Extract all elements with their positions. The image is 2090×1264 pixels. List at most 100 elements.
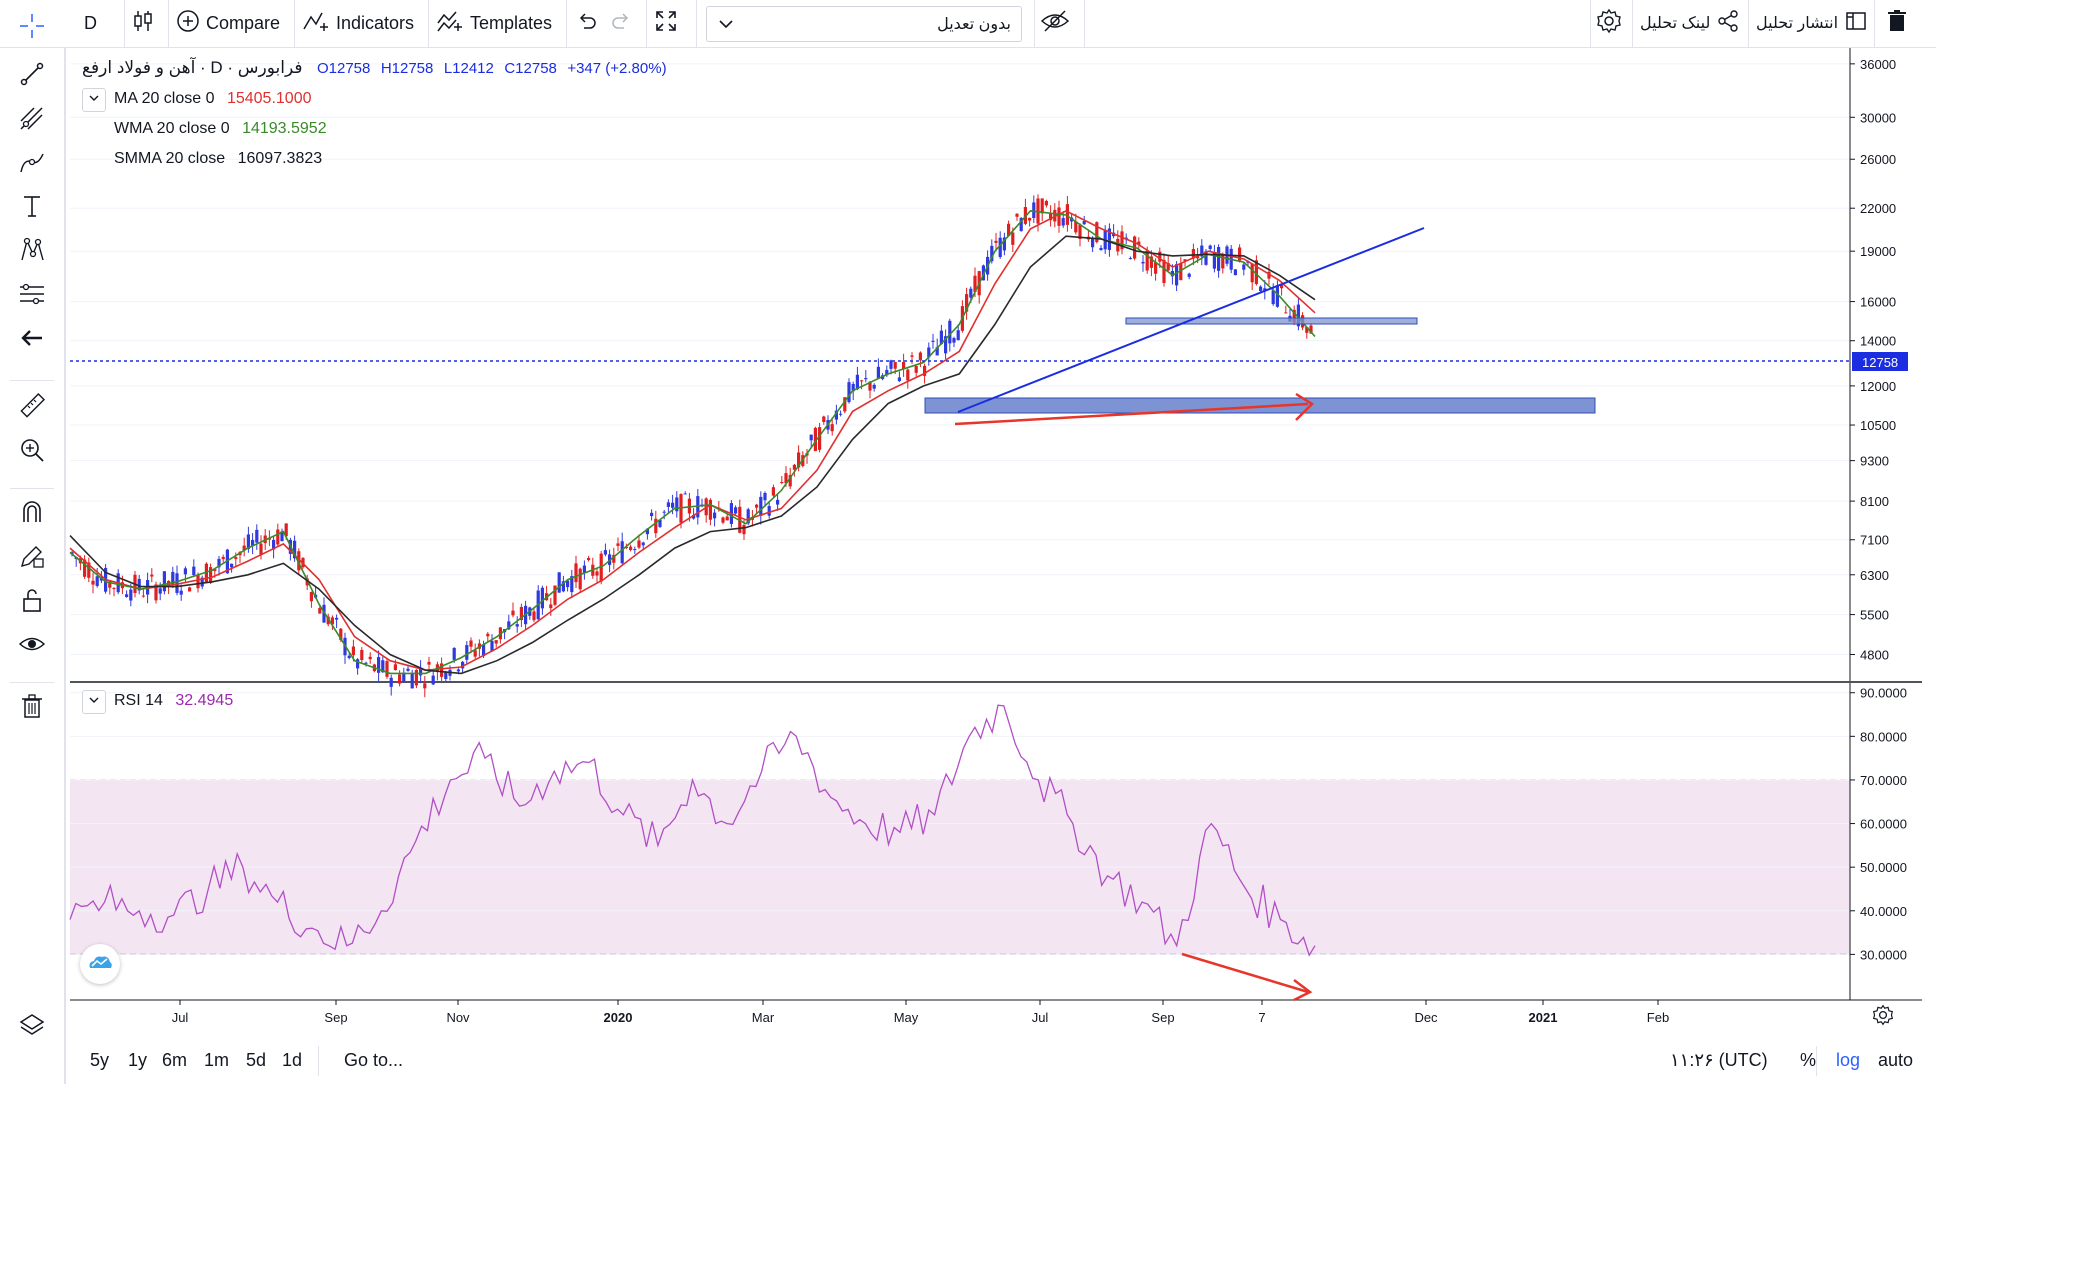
rsi-axis[interactable]: 90.0000 80.0000 70.0000 60.0000 50.0000 40.00…	[1850, 686, 1907, 963]
candle-body	[654, 518, 658, 534]
range-1d[interactable]: 1d	[282, 1050, 303, 1070]
rsi-tick-label: 80.0000	[1860, 729, 1907, 744]
chart-settings-button[interactable]	[1872, 1004, 1894, 1031]
candle-body	[868, 381, 872, 391]
adjustment-select[interactable]: بدون تعدیل	[706, 6, 1022, 42]
candle-body	[246, 534, 250, 550]
range-1y[interactable]: 1y	[128, 1050, 148, 1070]
candle-body	[486, 633, 490, 637]
brush-tool[interactable]	[18, 150, 46, 178]
candle-body	[137, 578, 141, 591]
time-tick-label: Jul	[172, 1010, 189, 1025]
candle-body	[1019, 217, 1023, 232]
price-tick-label: 8100	[1860, 494, 1889, 509]
price-tick-label: 6300	[1860, 568, 1889, 583]
candle-body	[923, 365, 927, 376]
candle-body	[1078, 224, 1082, 239]
settings-button[interactable]	[1596, 6, 1622, 40]
candle-body	[482, 644, 486, 657]
ma-legend[interactable]: MA 20 close 0 15405.1000	[114, 90, 311, 108]
undo-button[interactable]	[576, 6, 598, 40]
rsi-value: 32.4945	[175, 692, 234, 709]
lock-tool[interactable]	[18, 588, 46, 616]
delete-button[interactable]	[1886, 6, 1908, 40]
interval-button[interactable]: D	[84, 6, 97, 40]
pattern-tool[interactable]	[18, 237, 46, 266]
candle-body	[1074, 221, 1078, 233]
candle-body	[465, 645, 469, 660]
candle-body	[209, 567, 213, 584]
symbol-name[interactable]: آهن و فولاد ارفع · D · فرابورس	[82, 58, 303, 77]
candle-body	[692, 515, 696, 519]
candle-body	[587, 557, 591, 561]
auto-toggle[interactable]: auto	[1878, 1050, 1914, 1070]
hide-drawings-button[interactable]	[1040, 6, 1070, 40]
compare-button[interactable]: Compare	[176, 6, 280, 40]
candle-body	[1233, 269, 1237, 276]
candle-body	[360, 649, 364, 661]
trend-line-tool[interactable]	[18, 62, 46, 90]
range-1m[interactable]: 1m	[204, 1050, 230, 1070]
brand-logo[interactable]	[80, 944, 120, 984]
candle-body	[389, 677, 393, 687]
rsi-legend[interactable]: RSI 14 32.4945	[114, 692, 233, 710]
candle-body	[1044, 200, 1048, 206]
smma-legend[interactable]: SMMA 20 close 16097.3823	[114, 150, 322, 168]
price-axis[interactable]: 36000 30000 26000 22000 19000 16000 14000 12000…	[1850, 57, 1896, 663]
timezone-clock[interactable]: ۱۱:۲۶ (UTC)	[1670, 1050, 1768, 1070]
object-tree-tool[interactable]	[18, 1012, 46, 1045]
range-5d[interactable]: 5d	[246, 1050, 267, 1070]
fullscreen-button[interactable]	[654, 6, 678, 40]
time-axis[interactable]: Jul Sep Nov 2020 Mar May Jul Sep 7 Dec 2021 Feb	[172, 1000, 1670, 1025]
candle-body	[444, 671, 448, 679]
share-link-button[interactable]: لینک تحلیل	[1640, 6, 1740, 40]
price-divergence-arrow[interactable]	[954, 402, 1309, 426]
back-tool[interactable]	[18, 326, 46, 354]
visibility-tool[interactable]	[18, 632, 46, 660]
templates-button[interactable]: Templates	[436, 6, 552, 40]
candle-body	[1015, 213, 1019, 217]
stay-drawing-tool[interactable]	[18, 544, 46, 572]
remove-drawings-tool[interactable]	[18, 693, 46, 722]
candle-body	[1141, 261, 1145, 264]
chart-style-button[interactable]	[132, 6, 154, 40]
range-5y[interactable]: 5y	[90, 1050, 110, 1070]
candle-body	[230, 563, 234, 568]
candle-body	[1212, 252, 1216, 269]
candle-body	[616, 543, 620, 546]
candle-body	[461, 661, 465, 669]
rsi-divergence-arrow[interactable]	[1181, 952, 1309, 994]
goto-button[interactable]: Go to...	[344, 1050, 404, 1070]
fib-tool[interactable]	[18, 106, 46, 134]
legend-collapse-button[interactable]	[82, 88, 106, 112]
percent-toggle[interactable]: %	[1800, 1050, 1817, 1070]
candle-body	[889, 360, 893, 369]
zoom-tool[interactable]	[18, 438, 46, 466]
candle-body	[897, 377, 901, 382]
redo-button[interactable]	[610, 6, 632, 40]
resistance-zone-rect[interactable]	[1125, 317, 1418, 325]
trend-line[interactable]	[957, 227, 1425, 413]
candle-body	[876, 366, 880, 379]
candle-body	[251, 539, 255, 546]
publish-button[interactable]: انتشار تحلیل	[1756, 6, 1868, 40]
log-toggle[interactable]: log	[1836, 1050, 1861, 1070]
candle-body	[326, 616, 330, 625]
gear-icon	[1596, 8, 1622, 39]
range-6m[interactable]: 6m	[162, 1050, 188, 1070]
layers-icon	[18, 1012, 46, 1045]
rsi-collapse-button[interactable]	[82, 690, 106, 714]
text-tool[interactable]	[18, 194, 46, 222]
candle-body	[297, 551, 301, 571]
rsi-tick-label: 30.0000	[1860, 947, 1907, 962]
eye-crossed-icon	[1040, 9, 1070, 38]
crosshair-tool[interactable]	[18, 13, 46, 42]
indicators-button[interactable]: Indicators	[302, 6, 414, 40]
wma-legend[interactable]: WMA 20 close 0 14193.5952	[114, 120, 327, 138]
measure-tool[interactable]	[18, 392, 46, 422]
prediction-tool[interactable]	[18, 282, 46, 310]
candle-body	[818, 427, 822, 450]
magnet-tool[interactable]	[18, 500, 46, 528]
candle-body	[662, 511, 666, 513]
